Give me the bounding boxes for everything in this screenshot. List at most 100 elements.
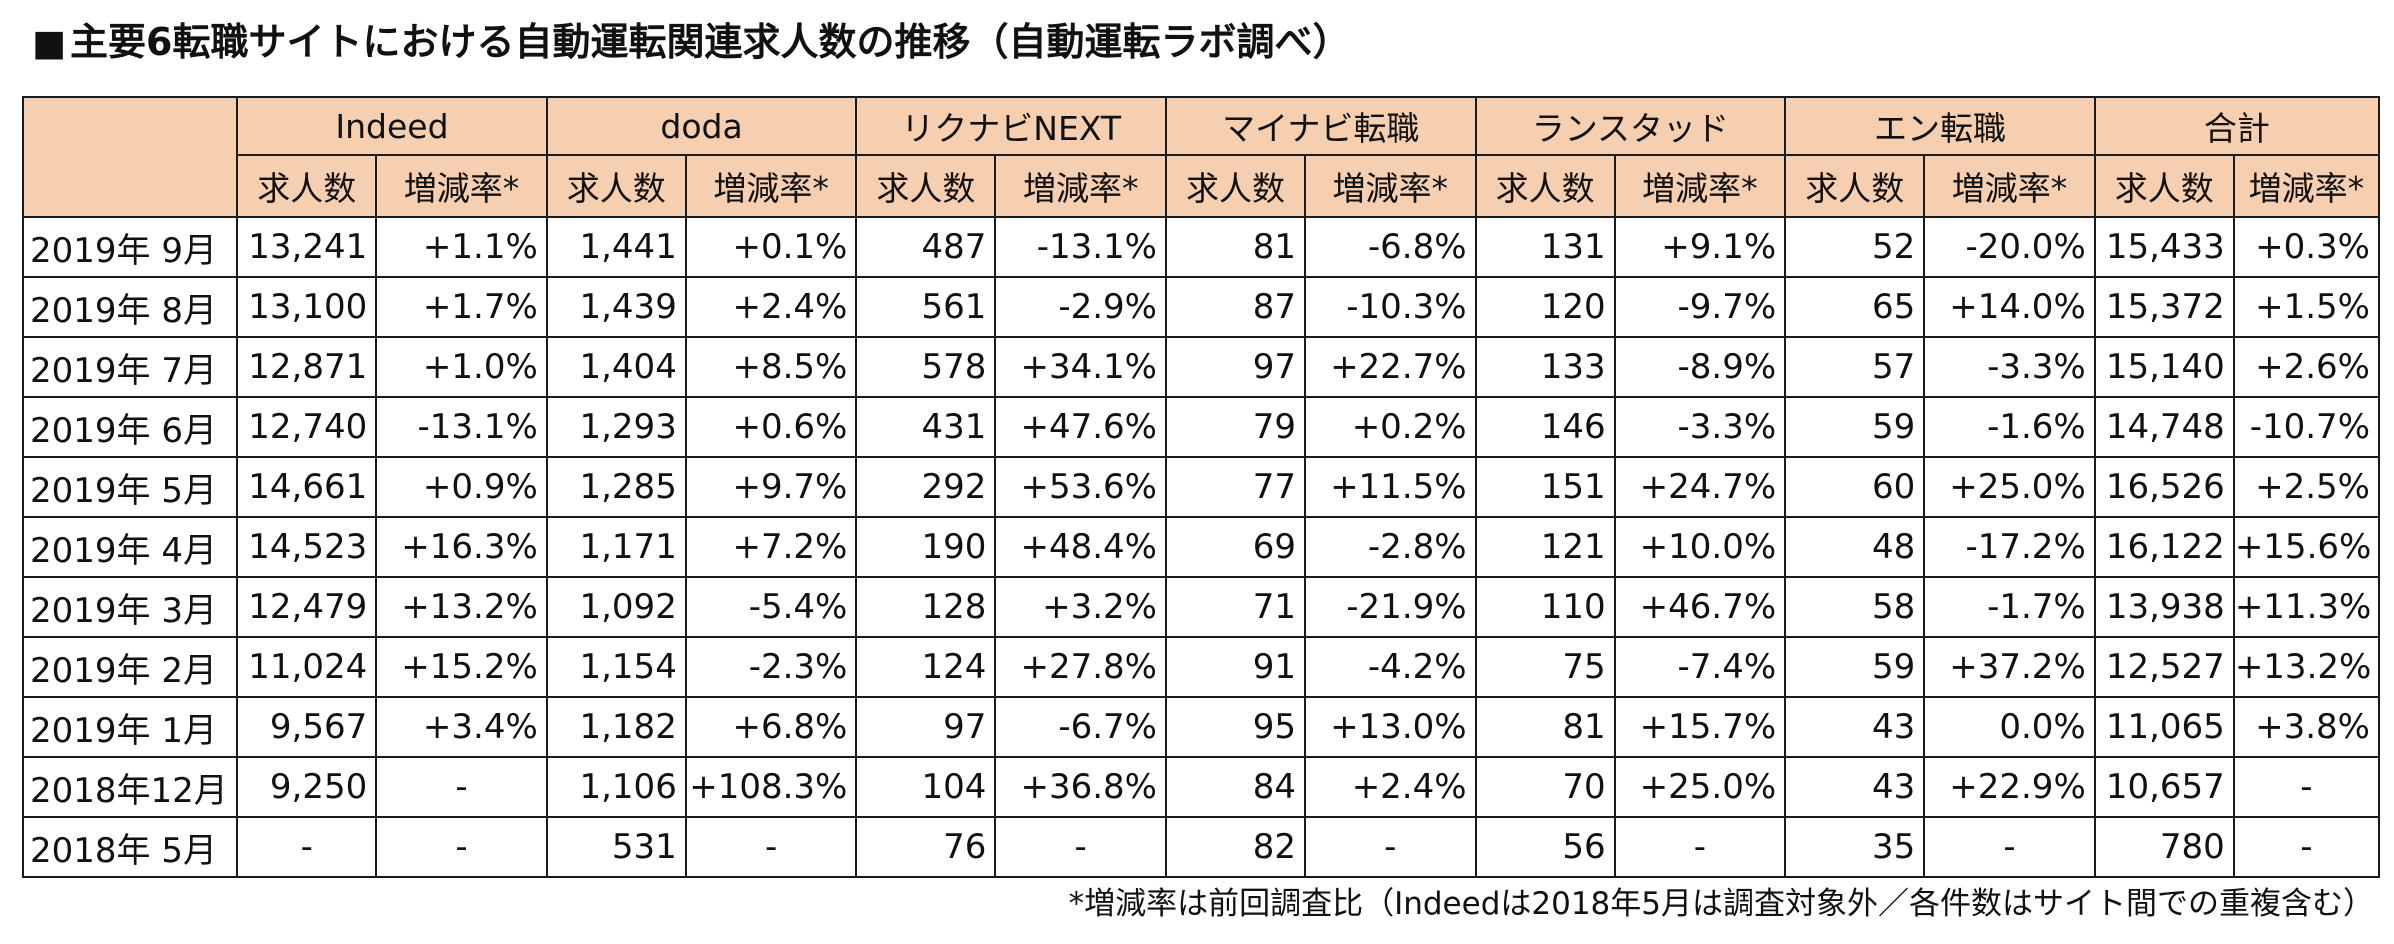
count-cell: 9,250 <box>236 756 378 818</box>
rate-cell: +9.1% <box>1613 216 1787 278</box>
site-header-doda: doda <box>545 96 858 156</box>
sub-header-count: 求人数 <box>1164 154 1307 218</box>
rate-cell: -2.8% <box>1304 516 1477 578</box>
table-row: 2019年 5月 14,661 +0.9% 1,285 +9.7% 292 +53.6% 77… <box>21 456 2381 518</box>
rate-cell: +47.6% <box>994 396 1167 458</box>
count-cell: 487 <box>855 216 997 278</box>
sub-header-count: 求人数 <box>236 154 378 218</box>
rate-cell: -6.8% <box>1304 216 1477 278</box>
month-cell: 2019年 7月 <box>21 336 239 398</box>
count-cell: 12,527 <box>2093 636 2235 698</box>
rate-cell: -2.3% <box>684 636 858 698</box>
count-cell: 16,122 <box>2093 516 2235 578</box>
count-cell: 1,182 <box>545 696 687 758</box>
count-cell: 70 <box>1474 756 1616 818</box>
count-cell: 69 <box>1164 516 1307 578</box>
count-cell: 48 <box>1784 516 1926 578</box>
rate-cell: +15.6% <box>2232 516 2381 578</box>
rate-cell: +13.2% <box>2232 636 2381 698</box>
table-row: 2019年 2月 11,024 +15.2% 1,154 -2.3% 124 +27.8% 9… <box>21 636 2381 698</box>
title-text: 主要6転職サイトにおける自動運転関連求人数の推移（自動運転ラボ調べ） <box>70 20 1351 64</box>
count-cell: 84 <box>1164 756 1307 818</box>
rate-cell: +34.1% <box>994 336 1167 398</box>
site-header-total: 合計 <box>2093 96 2381 156</box>
count-cell: 780 <box>2093 816 2235 878</box>
sub-header-count: 求人数 <box>1474 154 1616 218</box>
month-cell: 2019年 1月 <box>21 696 239 758</box>
sub-header-rate: 増減率* <box>1304 154 1477 218</box>
sub-header-rate: 増減率* <box>684 154 858 218</box>
count-cell: 14,748 <box>2093 396 2235 458</box>
count-cell: 1,106 <box>545 756 687 818</box>
table-row: 2019年 3月 12,479 +13.2% 1,092 -5.4% 128 +3.2% 71… <box>21 576 2381 638</box>
count-cell: 15,140 <box>2093 336 2235 398</box>
rate-cell: +27.8% <box>994 636 1167 698</box>
rate-cell: -2.9% <box>994 276 1167 338</box>
sub-header-count: 求人数 <box>2093 154 2235 218</box>
count-cell: 133 <box>1474 336 1616 398</box>
rate-cell: -5.4% <box>684 576 858 638</box>
count-cell: 121 <box>1474 516 1616 578</box>
sub-header-row: 求人数 増減率* 求人数 増減率* 求人数 増減率* 求人数 増減率* 求人数 増減率* 求人数 増減… <box>23 154 2381 218</box>
rate-cell: -9.7% <box>1613 276 1787 338</box>
rate-cell: +25.0% <box>1923 456 2096 518</box>
count-cell: 97 <box>855 696 997 758</box>
count-cell: 120 <box>1474 276 1616 338</box>
count-cell: 95 <box>1164 696 1307 758</box>
count-cell: 65 <box>1784 276 1926 338</box>
rate-cell: +2.4% <box>684 276 858 338</box>
count-cell: 81 <box>1474 696 1616 758</box>
rate-cell: +3.4% <box>375 696 548 758</box>
rate-cell: +9.7% <box>684 456 858 518</box>
site-header-en-tenshoku: エン転職 <box>1784 96 2096 156</box>
count-cell: 59 <box>1784 636 1926 698</box>
rate-cell: +8.5% <box>684 336 858 398</box>
count-cell: 35 <box>1784 816 1926 878</box>
rate-cell: +16.3% <box>375 516 548 578</box>
rate-cell: +14.0% <box>1923 276 2096 338</box>
sub-header-count: 求人数 <box>1784 154 1926 218</box>
rate-cell: +37.2% <box>1923 636 2096 698</box>
rate-cell: -6.7% <box>994 696 1167 758</box>
count-cell: 77 <box>1164 456 1307 518</box>
rate-cell: - <box>2232 756 2381 818</box>
count-cell: 16,526 <box>2093 456 2235 518</box>
rate-cell: +1.7% <box>375 276 548 338</box>
count-cell: 151 <box>1474 456 1616 518</box>
rate-cell: -20.0% <box>1923 216 2096 278</box>
rate-cell: +3.8% <box>2232 696 2381 758</box>
count-cell: 431 <box>855 396 997 458</box>
rate-cell: +108.3% <box>684 756 858 818</box>
count-cell: - <box>236 816 378 878</box>
count-cell: 87 <box>1164 276 1307 338</box>
title-marker: ■ <box>32 23 67 64</box>
count-cell: 131 <box>1474 216 1616 278</box>
rate-cell: - <box>1923 816 2096 878</box>
count-cell: 1,441 <box>545 216 687 278</box>
rate-cell: - <box>1613 816 1787 878</box>
rate-cell: -13.1% <box>375 396 548 458</box>
count-cell: 12,740 <box>236 396 378 458</box>
rate-cell: +7.2% <box>684 516 858 578</box>
count-cell: 52 <box>1784 216 1926 278</box>
table-row: 2019年 8月 13,100 +1.7% 1,439 +2.4% 561 -2.9% 87-… <box>21 276 2381 338</box>
count-cell: 82 <box>1164 816 1307 878</box>
month-cell: 2019年 9月 <box>21 216 239 278</box>
count-cell: 561 <box>855 276 997 338</box>
rate-cell: +25.0% <box>1613 756 1787 818</box>
sub-header-rate: 増減率* <box>1613 154 1787 218</box>
sub-header-rate: 増減率* <box>375 154 548 218</box>
rate-cell: +13.0% <box>1304 696 1477 758</box>
count-cell: 15,433 <box>2093 216 2235 278</box>
month-cell: 2019年 6月 <box>21 396 239 458</box>
count-cell: 60 <box>1784 456 1926 518</box>
count-cell: 146 <box>1474 396 1616 458</box>
count-cell: 1,404 <box>545 336 687 398</box>
month-cell: 2018年12月 <box>21 756 239 818</box>
rate-cell: - <box>684 816 858 878</box>
site-header-indeed: Indeed <box>236 96 548 156</box>
count-cell: 58 <box>1784 576 1926 638</box>
rate-cell: -10.3% <box>1304 276 1477 338</box>
count-cell: 12,871 <box>236 336 378 398</box>
rate-cell: +15.2% <box>375 636 548 698</box>
